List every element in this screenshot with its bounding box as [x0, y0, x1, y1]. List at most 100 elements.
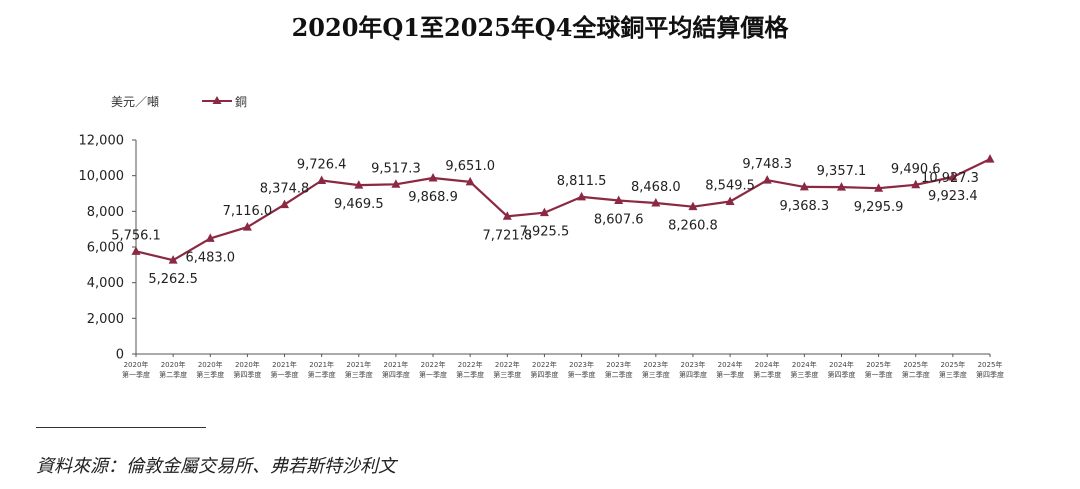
data-label: 10,927.3: [921, 171, 979, 186]
y-tick-label: 12,000: [79, 134, 125, 149]
x-tick-label-year: 2021年: [272, 360, 297, 369]
data-point-marker: [428, 173, 438, 182]
x-tick-label-quarter: 第三季度: [493, 370, 521, 379]
x-tick-label-year: 2025年: [903, 360, 928, 369]
x-tick-label-year: 2021年: [309, 360, 334, 369]
x-tick-label-quarter: 第四季度: [976, 370, 1004, 379]
x-tick-label-quarter: 第三季度: [642, 370, 670, 379]
y-unit-label: 美元／噸: [111, 95, 159, 109]
legend-label: 銅: [235, 95, 247, 109]
x-tick-label-year: 2021年: [383, 360, 408, 369]
x-tick-label-year: 2021年: [346, 360, 371, 369]
x-tick-label-year: 2025年: [866, 360, 891, 369]
x-tick-label-quarter: 第一季度: [865, 370, 893, 379]
data-label: 9,726.4: [297, 158, 347, 173]
data-point-marker: [948, 172, 958, 181]
x-tick-label-year: 2022年: [421, 360, 446, 369]
data-label: 9,651.0: [445, 159, 495, 174]
x-tick-label-year: 2023年: [569, 360, 594, 369]
x-tick-label-quarter: 第四季度: [530, 370, 558, 379]
data-point-marker: [911, 179, 921, 189]
data-label: 9,357.1: [817, 164, 867, 179]
data-label: 5,262.5: [148, 272, 198, 287]
data-label: 9,368.3: [780, 199, 830, 214]
data-point-marker: [836, 182, 846, 191]
legend: 美元／噸 銅: [111, 95, 247, 109]
chart-title: 2020年Q1至2025年Q4全球銅平均結算價格: [291, 13, 789, 42]
data-point-marker: [799, 181, 809, 191]
data-point-marker: [539, 207, 549, 217]
data-point-marker: [354, 180, 364, 189]
x-tick-label-quarter: 第一季度: [716, 370, 744, 379]
x-tick-label-quarter: 第四季度: [382, 370, 410, 379]
x-tick-label-quarter: 第二季度: [902, 370, 930, 379]
data-label: 5,756.1: [111, 228, 161, 243]
data-point-marker: [874, 183, 884, 192]
y-tick-label: 10,000: [79, 169, 125, 184]
data-point-marker: [242, 222, 252, 231]
x-tick-label-quarter: 第二季度: [159, 370, 187, 379]
data-point-marker: [465, 176, 475, 186]
x-tick-label-year: 2024年: [829, 360, 854, 369]
data-label: 7,925.5: [520, 225, 570, 240]
x-tick-label-year: 2023年: [606, 360, 631, 369]
x-tick-label-quarter: 第二季度: [456, 370, 484, 379]
x-tick-label-year: 2022年: [458, 360, 483, 369]
x-tick-label-quarter: 第一季度: [568, 370, 596, 379]
y-tick-label: 4,000: [87, 276, 124, 291]
x-tick-label-quarter: 第四季度: [233, 370, 261, 379]
data-point-marker: [651, 197, 661, 207]
x-tick-label-year: 2024年: [718, 360, 743, 369]
source-divider: [36, 427, 206, 428]
x-tick-label-year: 2025年: [978, 360, 1003, 369]
data-label: 9,923.4: [928, 189, 978, 204]
data-point-marker: [131, 246, 141, 255]
x-axis-ticks: 2020年第一季度2020年第二季度2020年第三季度2020年第四季度2021…: [122, 354, 1004, 379]
y-tick-label: 2,000: [87, 312, 124, 327]
data-point-marker: [502, 211, 512, 220]
x-tick-label-year: 2022年: [495, 360, 520, 369]
x-tick-label-year: 2023年: [681, 360, 706, 369]
y-tick-label: 0: [116, 348, 124, 363]
series-line-copper: [135, 158, 991, 262]
data-point-marker: [985, 154, 995, 163]
data-label: 9,490.6: [891, 162, 941, 177]
y-tick-label: 8,000: [87, 205, 124, 220]
data-label: 9,868.9: [408, 190, 458, 205]
x-tick-label-year: 2024年: [792, 360, 817, 369]
legend-triangle-marker: [212, 96, 222, 104]
x-tick-label-year: 2025年: [940, 360, 965, 369]
x-tick-label-quarter: 第四季度: [827, 370, 855, 379]
x-tick-label-year: 2020年: [161, 360, 186, 369]
x-tick-label-quarter: 第二季度: [308, 370, 336, 379]
x-tick-label-quarter: 第一季度: [271, 370, 299, 379]
x-tick-label-year: 2023年: [643, 360, 668, 369]
data-point-marker: [168, 255, 178, 264]
data-label: 7,721.8: [482, 228, 532, 243]
data-label: 9,469.5: [334, 197, 384, 212]
x-tick-label-year: 2024年: [755, 360, 780, 369]
series-line: [135, 158, 991, 262]
data-label: 8,811.5: [557, 174, 607, 189]
data-label: 9,748.3: [742, 157, 792, 172]
y-axis-ticks: 0 2,000 4,000 6,000 8,000 10,000 12,000: [79, 134, 136, 363]
data-label: 7,116.0: [223, 204, 273, 219]
x-tick-label-quarter: 第二季度: [605, 370, 633, 379]
x-tick-label-quarter: 第三季度: [790, 370, 818, 379]
data-point-marker: [762, 175, 772, 184]
data-label: 8,374.8: [260, 182, 310, 197]
y-tick-label: 6,000: [87, 241, 124, 256]
data-point-marker: [280, 199, 290, 209]
x-tick-label-quarter: 第一季度: [419, 370, 447, 379]
data-label: 8,607.6: [594, 212, 644, 227]
data-point-marker: [205, 233, 215, 242]
x-tick-label-quarter: 第一季度: [122, 370, 150, 379]
data-label: 8,468.0: [631, 180, 681, 195]
x-tick-label-year: 2022年: [532, 360, 557, 369]
data-point-marker: [614, 195, 624, 204]
data-label: 6,483.0: [185, 250, 235, 265]
data-label: 9,295.9: [854, 200, 904, 215]
x-tick-label-year: 2020年: [235, 360, 260, 369]
source-note: 資料來源：倫敦金屬交易所、弗若斯特沙利文: [36, 456, 396, 477]
